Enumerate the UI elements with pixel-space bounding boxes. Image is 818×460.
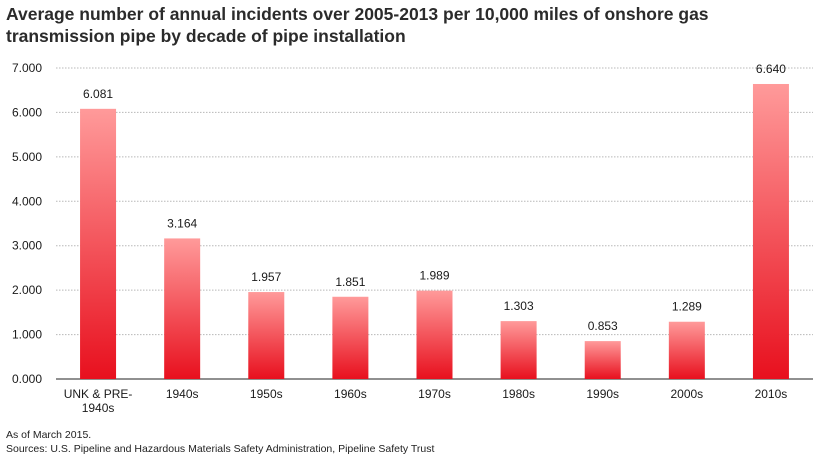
chart-title: Average number of annual incidents over … — [6, 4, 709, 46]
x-tick-label: 1980s — [502, 387, 535, 401]
x-tick-label: 2010s — [755, 387, 788, 401]
y-tick-label: 2.000 — [12, 283, 42, 297]
y-tick-label: 4.000 — [12, 194, 42, 208]
bar — [584, 341, 621, 379]
bar — [416, 290, 453, 379]
data-label: 3.164 — [167, 216, 197, 230]
x-tick-label: UNK & PRE- — [64, 387, 133, 401]
bar — [668, 321, 705, 379]
x-tick-label: 1940s — [166, 387, 199, 401]
y-tick-label: 0.000 — [12, 372, 42, 386]
bar — [80, 108, 117, 379]
y-tick-label: 6.000 — [12, 105, 42, 119]
data-label: 1.989 — [419, 269, 449, 283]
data-label: 1.957 — [251, 270, 281, 284]
data-label: 1.303 — [504, 299, 534, 313]
bar — [752, 83, 789, 379]
y-tick-label: 1.000 — [12, 328, 42, 342]
data-label: 6.640 — [756, 62, 786, 76]
chart-notes: As of March 2015. Sources: U.S. Pipeline… — [6, 428, 434, 456]
as-of-note: As of March 2015. — [6, 429, 92, 441]
x-tick-label: 1960s — [334, 387, 367, 401]
x-tick-label: 1990s — [586, 387, 619, 401]
data-label: 1.851 — [335, 275, 365, 289]
bar-chart: 0.000 1.000 2.000 3.000 4.000 5.000 6.000 7.000… — [12, 61, 813, 415]
bar — [500, 321, 537, 379]
y-tick-label: 5.000 — [12, 150, 42, 164]
x-tick-label: 1970s — [418, 387, 451, 401]
bar — [332, 296, 369, 379]
y-tick-label: 3.000 — [12, 239, 42, 253]
sources-note: Sources: U.S. Pipeline and Hazardous Mat… — [6, 443, 435, 455]
data-label: 0.853 — [588, 319, 618, 333]
x-tick-label: 2000s — [670, 387, 703, 401]
x-tick-label: 1950s — [250, 387, 283, 401]
bar — [164, 238, 201, 379]
bar — [248, 292, 285, 379]
data-label: 1.289 — [672, 300, 702, 314]
x-tick-label: 1940s — [82, 401, 115, 415]
data-label: 6.081 — [83, 87, 113, 101]
y-tick-label: 7.000 — [12, 61, 42, 75]
